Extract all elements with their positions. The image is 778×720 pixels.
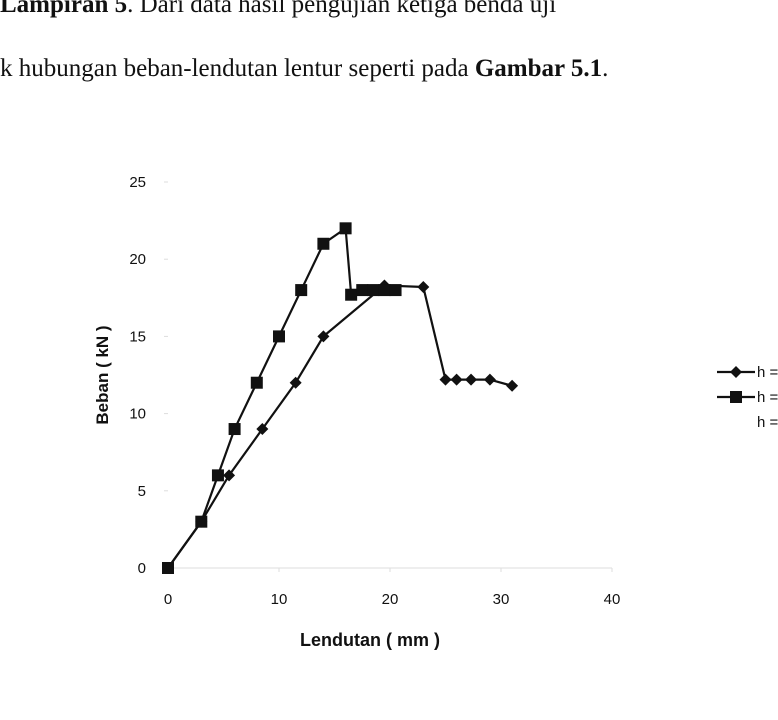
marker bbox=[450, 373, 463, 386]
marker bbox=[228, 423, 241, 436]
y-tick-label: 25 bbox=[129, 174, 146, 191]
marker bbox=[223, 469, 236, 482]
x-axis-title: Lendutan ( mm ) bbox=[300, 630, 440, 650]
marker bbox=[317, 237, 330, 250]
bold-text: Gambar 5.1 bbox=[475, 55, 602, 82]
marker bbox=[339, 222, 352, 235]
x-tick-label: 10 bbox=[271, 591, 288, 608]
legend-marker bbox=[730, 391, 742, 403]
marker bbox=[273, 330, 285, 343]
marker bbox=[195, 515, 208, 528]
legend-label: h = 600 bbox=[757, 414, 778, 431]
marker bbox=[439, 373, 452, 386]
x-tick-label: 40 bbox=[604, 591, 621, 608]
legend-label: h = 500 bbox=[757, 389, 778, 406]
marker bbox=[295, 284, 308, 297]
y-tick-label: 5 bbox=[138, 483, 146, 500]
marker bbox=[378, 284, 391, 297]
text: k hubungan beban-lendutan lentur seperti… bbox=[0, 55, 475, 82]
marker bbox=[389, 284, 402, 297]
bold-text: Lampiran 5 bbox=[0, 0, 127, 18]
x-tick-label: 0 bbox=[164, 591, 172, 608]
marker bbox=[506, 379, 519, 392]
y-tick-label: 10 bbox=[129, 406, 146, 423]
marker bbox=[356, 284, 369, 297]
marker bbox=[250, 376, 263, 389]
text-line: Lampiran 5. Dari data hasil pengujian ke… bbox=[0, 0, 556, 18]
x-tick-label: 20 bbox=[382, 591, 399, 608]
text-line: k hubungan beban-lendutan lentur seperti… bbox=[0, 55, 608, 82]
legend-marker bbox=[730, 366, 742, 378]
y-axis-title: Beban ( kN ) bbox=[93, 325, 112, 424]
series-line bbox=[167, 284, 513, 569]
marker bbox=[345, 288, 358, 301]
marker bbox=[465, 373, 478, 386]
marker bbox=[317, 330, 330, 343]
y-tick-label: 15 bbox=[129, 328, 146, 345]
marker bbox=[289, 376, 302, 389]
text: . Dari data hasil pengujian ketiga benda… bbox=[127, 0, 556, 18]
marker bbox=[417, 280, 430, 293]
marker bbox=[211, 469, 224, 482]
marker bbox=[483, 373, 496, 386]
marker bbox=[367, 284, 380, 297]
legend-label: h = 400 bbox=[757, 364, 778, 381]
text: . bbox=[602, 55, 608, 82]
marker bbox=[256, 423, 269, 436]
y-tick-label: 0 bbox=[138, 560, 146, 577]
marker bbox=[162, 562, 174, 574]
x-tick-label: 30 bbox=[493, 591, 510, 608]
y-tick-label: 20 bbox=[129, 251, 146, 268]
